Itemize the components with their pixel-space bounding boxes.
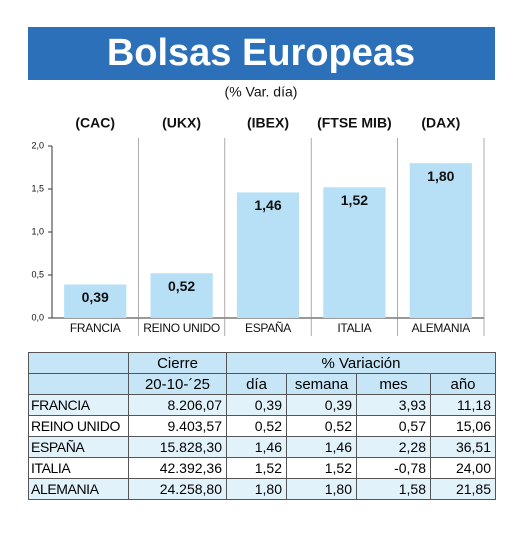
data-table: Cierre% Variación 20-10-´25 día semana mes añ… xyxy=(28,352,496,500)
table-row: REINO UNIDO 9.403,57 0,52 0,52 0,57 15,06 xyxy=(28,415,496,437)
value-label: 1,52 xyxy=(341,192,368,208)
table-cell: 0,39 xyxy=(226,394,287,416)
table-cell: 1,52 xyxy=(286,457,357,479)
table-cell: 1,52 xyxy=(226,457,287,479)
y-tick-label: 0,5 xyxy=(31,269,44,279)
table-cell: 1,58 xyxy=(356,478,431,500)
table-cell: 15.828,30 xyxy=(128,436,227,458)
table-cell: 0,52 xyxy=(286,415,357,437)
table-cell: 0,39 xyxy=(286,394,357,416)
value-label: 1,80 xyxy=(427,168,454,184)
table-cell: 36,51 xyxy=(430,436,496,458)
x-tick-label: ITALIA xyxy=(337,321,371,335)
index-label: (CAC) xyxy=(75,115,115,131)
title-banner xyxy=(28,27,495,80)
table-cell: 1,80 xyxy=(226,478,287,500)
table-cell: 1,46 xyxy=(286,436,357,458)
chart-title: Bolsas Europeas xyxy=(107,32,415,74)
index-label: (FTSE MIB) xyxy=(317,115,392,131)
header-cell: 20-10-´25 xyxy=(128,373,227,395)
bar xyxy=(150,273,213,318)
header-row: Cierre% Variación xyxy=(28,352,496,374)
x-tick-label: ALEMANIA xyxy=(412,321,471,335)
y-tick-label: 0,0 xyxy=(31,312,44,322)
table-cell: -0,78 xyxy=(356,457,431,479)
bar xyxy=(64,284,127,318)
empty-cell xyxy=(28,373,129,395)
value-label: 0,39 xyxy=(82,289,109,305)
index-label: (IBEX) xyxy=(247,115,289,131)
table-cell: 3,93 xyxy=(356,394,431,416)
header-cell: mes xyxy=(356,373,431,395)
table-cell: 0,52 xyxy=(226,415,287,437)
bar xyxy=(409,163,472,318)
table-cell: 8.206,07 xyxy=(128,394,227,416)
table-cell: 1,46 xyxy=(226,436,287,458)
x-tick-label: REINO UNIDO xyxy=(143,321,220,335)
row-label: ALEMANIA xyxy=(28,478,129,500)
value-label: 0,52 xyxy=(168,278,195,294)
header-cell: año xyxy=(430,373,496,395)
header-cell: Cierre xyxy=(128,352,227,374)
table-cell: 1,80 xyxy=(286,478,357,500)
header-cell: día xyxy=(226,373,287,395)
table-cell: 15,06 xyxy=(430,415,496,437)
y-tick-label: 1,0 xyxy=(31,226,44,236)
chart: Bolsas Europeas (% Var. día) 0,0 0,5 1,0 1,… xyxy=(28,27,495,336)
table-cell: 21,85 xyxy=(430,478,496,500)
y-tick-label: 2,0 xyxy=(31,140,44,150)
chart-subtitle: (% Var. día) xyxy=(225,84,298,100)
index-label: (DAX) xyxy=(421,115,460,131)
value-label: 1,46 xyxy=(254,197,281,213)
table-cell: 42.392,36 xyxy=(128,457,227,479)
table-row: ITALIA 42.392,36 1,52 1,52 -0,78 24,00 xyxy=(28,457,496,479)
header-cell: semana xyxy=(286,373,357,395)
table-cell: 11,18 xyxy=(430,394,496,416)
empty-cell xyxy=(28,352,129,374)
x-tick-label: FRANCIA xyxy=(70,321,121,335)
row-label: ESPAÑA xyxy=(28,436,129,458)
table-row: FRANCIA 8.206,07 0,39 0,39 3,93 11,18 xyxy=(28,394,496,416)
header-cell: % Variación xyxy=(226,352,496,374)
header-row: 20-10-´25 día semana mes año xyxy=(28,373,496,395)
y-tick-label: 1,5 xyxy=(31,183,44,193)
row-label: ITALIA xyxy=(28,457,129,479)
table-row: ESPAÑA 15.828,30 1,46 1,46 2,28 36,51 xyxy=(28,436,496,458)
row-label: REINO UNIDO xyxy=(28,415,129,437)
table-cell: 24.258,80 xyxy=(128,478,227,500)
bar xyxy=(236,192,300,318)
x-tick-label: ESPAÑA xyxy=(245,321,291,335)
index-label: (UKX) xyxy=(162,115,201,131)
bar xyxy=(323,187,386,318)
row-label: FRANCIA xyxy=(28,394,129,416)
table-cell: 9.403,57 xyxy=(128,415,227,437)
table-cell: 2,28 xyxy=(356,436,431,458)
table-cell: 0,57 xyxy=(356,415,431,437)
table-row: ALEMANIA 24.258,80 1,80 1,80 1,58 21,85 xyxy=(28,478,496,500)
table-cell: 24,00 xyxy=(430,457,496,479)
